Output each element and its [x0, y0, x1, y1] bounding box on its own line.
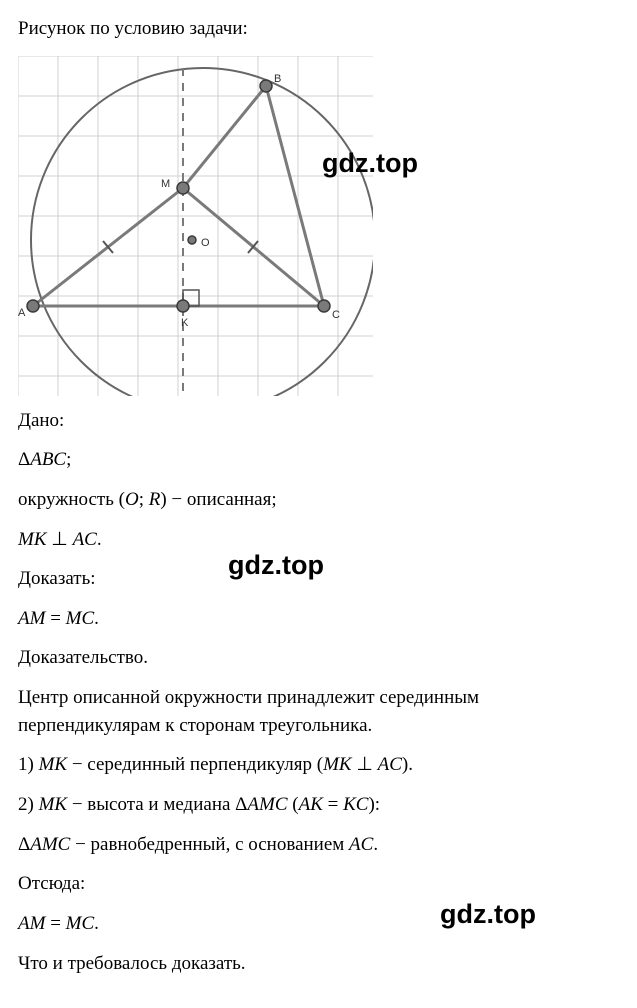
- n2: 2): [18, 794, 39, 815]
- AM: AM: [18, 608, 45, 629]
- t: − равнобедренный, с основанием: [70, 834, 349, 855]
- hence: Отсюда:: [18, 871, 619, 897]
- t: ).: [402, 754, 413, 775]
- prove-eq: AM = MC.: [18, 606, 619, 632]
- title: Рисунок по условию задачи:: [18, 16, 619, 42]
- qed: Что и требовалось доказать.: [18, 951, 619, 977]
- MK: MK: [39, 754, 68, 775]
- AMC: AMC: [30, 834, 70, 855]
- perp: ⊥: [352, 754, 378, 775]
- t: ;: [139, 489, 149, 510]
- svg-text:A: A: [18, 307, 26, 319]
- delta: Δ: [18, 834, 30, 855]
- dot: .: [94, 913, 99, 934]
- AC: AC: [73, 529, 97, 550]
- O: O: [125, 489, 139, 510]
- svg-text:C: C: [332, 309, 340, 321]
- svg-text:B: B: [274, 73, 281, 85]
- given-circle: окружность (O; R) − описанная;: [18, 487, 619, 513]
- MK: MK: [39, 794, 68, 815]
- t: − серединный перпендикуляр (: [67, 754, 323, 775]
- t: (: [288, 794, 299, 815]
- proof-isos: ΔAMC − равнобедренный, с основанием AC.: [18, 832, 619, 858]
- given-heading: Дано:: [18, 408, 619, 434]
- triangle-name: ABC: [30, 449, 66, 470]
- watermark: gdz.top: [228, 550, 324, 581]
- R: R: [149, 489, 161, 510]
- delta: Δ: [18, 449, 30, 470]
- eq: =: [45, 913, 65, 934]
- geometry-diagram: A K C M O B: [18, 56, 373, 396]
- dot: .: [94, 608, 99, 629]
- t: − высота и медиана Δ: [67, 794, 247, 815]
- AM: AM: [18, 913, 45, 934]
- t: ) − описанная;: [160, 489, 276, 510]
- MC: MC: [66, 913, 95, 934]
- perp: ⊥: [47, 529, 73, 550]
- MK: MK: [18, 529, 47, 550]
- given-triangle: ΔABC;: [18, 447, 619, 473]
- eq: =: [323, 794, 343, 815]
- AC: AC: [378, 754, 402, 775]
- t: окружность (: [18, 489, 125, 510]
- KC: KC: [343, 794, 368, 815]
- proof-heading: Доказательство.: [18, 645, 619, 671]
- AK: AK: [299, 794, 323, 815]
- svg-text:M: M: [161, 178, 170, 190]
- dot: .: [97, 529, 102, 550]
- diagram-svg: A K C M O B: [18, 56, 373, 396]
- watermark: gdz.top: [322, 148, 418, 179]
- semicolon: ;: [66, 449, 71, 470]
- n1: 1): [18, 754, 39, 775]
- MC: MC: [66, 608, 95, 629]
- proof-p1a: Центр описанной окружности принадлежит с…: [18, 685, 619, 711]
- AC: AC: [349, 834, 373, 855]
- eq: =: [45, 608, 65, 629]
- t: ):: [368, 794, 380, 815]
- svg-text:K: K: [181, 317, 189, 329]
- watermark: gdz.top: [440, 899, 536, 930]
- svg-text:O: O: [201, 237, 210, 249]
- proof-p1b: перпендикулярам к сторонам треугольника.: [18, 713, 619, 739]
- t: .: [373, 834, 378, 855]
- proof-step2: 2) MK − высота и медиана ΔAMC (AK = KC):: [18, 792, 619, 818]
- page: Рисунок по условию задачи: AKCMOB Дано: …: [0, 0, 637, 1008]
- given-perp: MK ⊥ AC.: [18, 527, 619, 553]
- MK2: MK: [323, 754, 352, 775]
- AMC: AMC: [247, 794, 287, 815]
- proof-step1: 1) MK − серединный перпендикуляр (MK ⊥ A…: [18, 752, 619, 778]
